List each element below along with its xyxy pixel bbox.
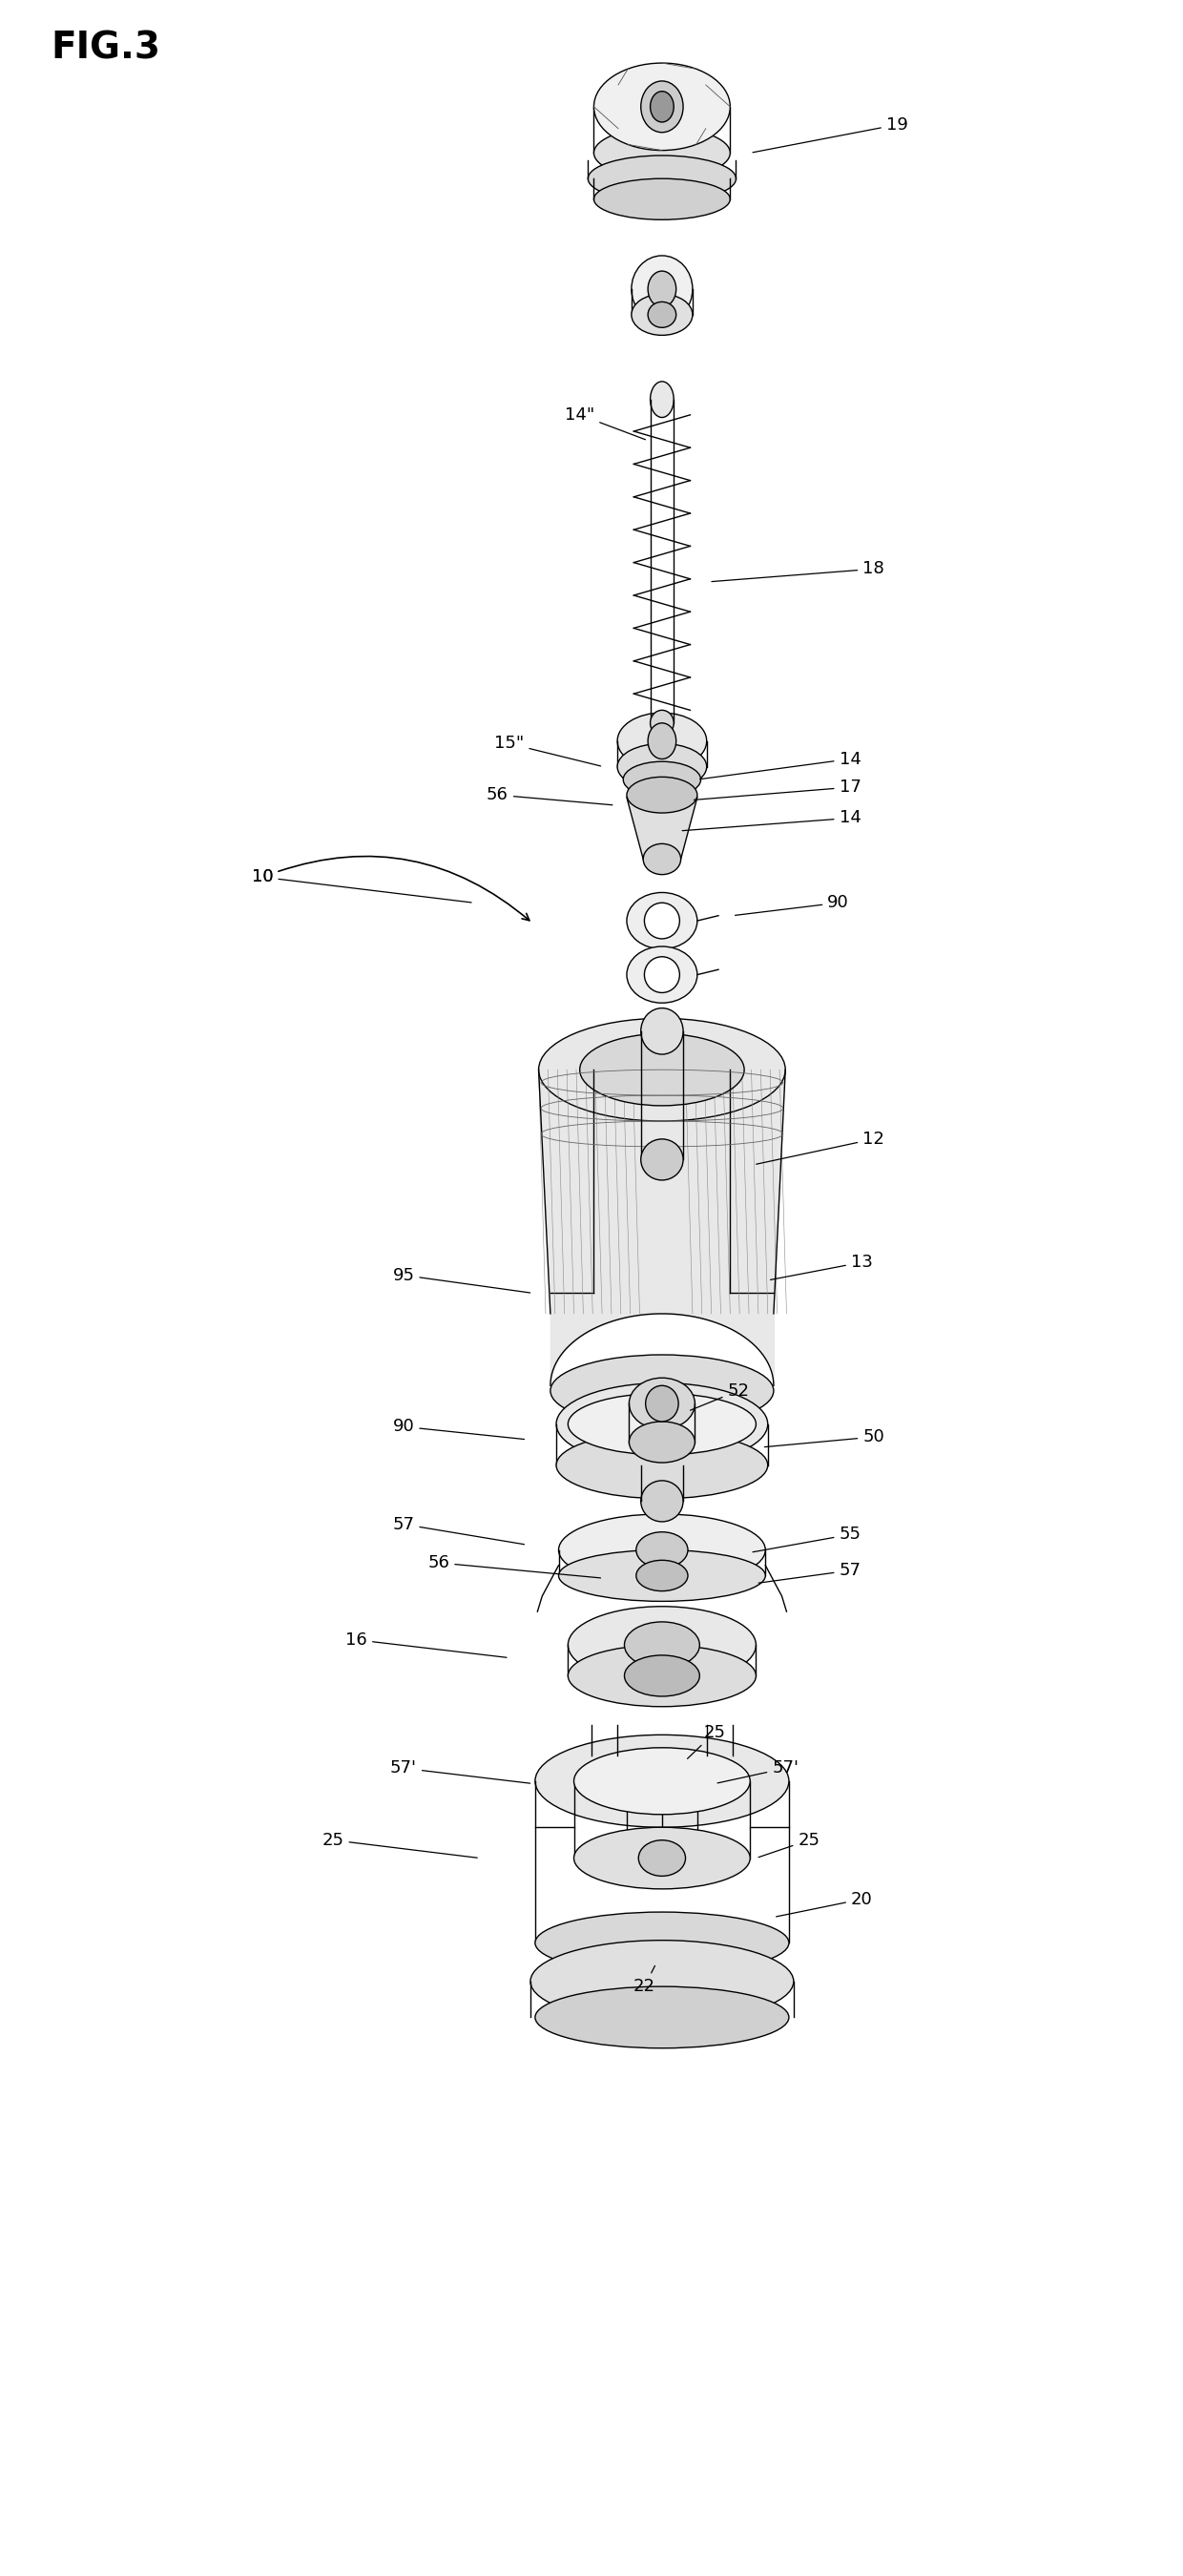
Ellipse shape bbox=[641, 1481, 683, 1522]
Text: 14: 14 bbox=[700, 750, 861, 778]
Ellipse shape bbox=[625, 1623, 699, 1669]
Ellipse shape bbox=[568, 1646, 756, 1705]
Text: 57: 57 bbox=[393, 1515, 524, 1546]
Ellipse shape bbox=[651, 90, 674, 121]
Ellipse shape bbox=[574, 1747, 750, 1814]
Ellipse shape bbox=[636, 1533, 687, 1569]
Text: 22: 22 bbox=[633, 1965, 655, 1994]
Ellipse shape bbox=[538, 1018, 786, 1121]
Ellipse shape bbox=[627, 891, 697, 948]
Ellipse shape bbox=[594, 126, 730, 178]
Text: 10: 10 bbox=[252, 855, 529, 920]
Text: 57': 57' bbox=[717, 1759, 799, 1783]
Ellipse shape bbox=[645, 902, 679, 938]
Ellipse shape bbox=[632, 255, 692, 322]
Ellipse shape bbox=[627, 945, 697, 1002]
Ellipse shape bbox=[580, 1033, 744, 1105]
Ellipse shape bbox=[594, 178, 730, 219]
Text: 95: 95 bbox=[393, 1267, 530, 1293]
Ellipse shape bbox=[639, 1839, 685, 1875]
Text: 12: 12 bbox=[756, 1131, 885, 1164]
Text: 56: 56 bbox=[486, 786, 613, 804]
Ellipse shape bbox=[623, 762, 700, 799]
Ellipse shape bbox=[641, 80, 683, 131]
Text: 57': 57' bbox=[390, 1759, 530, 1783]
Ellipse shape bbox=[648, 724, 677, 760]
Text: 20: 20 bbox=[776, 1891, 873, 1917]
Text: 25: 25 bbox=[758, 1832, 820, 1857]
Text: 90: 90 bbox=[735, 894, 849, 914]
Ellipse shape bbox=[574, 1826, 750, 1888]
Ellipse shape bbox=[556, 1432, 768, 1499]
Ellipse shape bbox=[629, 1378, 694, 1430]
Ellipse shape bbox=[648, 301, 677, 327]
Ellipse shape bbox=[535, 1911, 789, 1973]
Text: 10: 10 bbox=[252, 868, 471, 902]
Text: 19: 19 bbox=[752, 116, 907, 152]
Ellipse shape bbox=[627, 778, 697, 814]
Ellipse shape bbox=[558, 1515, 765, 1587]
Ellipse shape bbox=[535, 1986, 789, 2048]
Text: 14: 14 bbox=[683, 809, 861, 829]
Text: 15": 15" bbox=[494, 734, 601, 765]
Ellipse shape bbox=[632, 294, 692, 335]
Text: 57: 57 bbox=[758, 1561, 861, 1584]
Text: FIG.3: FIG.3 bbox=[51, 31, 161, 67]
Ellipse shape bbox=[629, 1422, 694, 1463]
Ellipse shape bbox=[556, 1383, 768, 1466]
Text: 16: 16 bbox=[345, 1631, 506, 1656]
Text: 18: 18 bbox=[712, 562, 885, 582]
Ellipse shape bbox=[588, 155, 736, 201]
Ellipse shape bbox=[625, 1656, 699, 1698]
Text: 25: 25 bbox=[687, 1723, 726, 1759]
Text: 25: 25 bbox=[322, 1832, 477, 1857]
Ellipse shape bbox=[550, 1355, 774, 1427]
Text: 13: 13 bbox=[770, 1255, 873, 1280]
Ellipse shape bbox=[535, 1734, 789, 1826]
Ellipse shape bbox=[568, 1607, 756, 1685]
Polygon shape bbox=[627, 799, 697, 860]
Ellipse shape bbox=[646, 1386, 679, 1422]
Ellipse shape bbox=[568, 1394, 756, 1455]
Ellipse shape bbox=[618, 714, 706, 770]
Text: 56: 56 bbox=[428, 1553, 601, 1579]
Ellipse shape bbox=[558, 1551, 765, 1602]
Text: 17: 17 bbox=[694, 778, 861, 801]
Text: 14": 14" bbox=[564, 407, 646, 440]
Ellipse shape bbox=[618, 744, 706, 791]
Ellipse shape bbox=[530, 1940, 794, 2022]
Polygon shape bbox=[538, 1069, 786, 1314]
Text: 50: 50 bbox=[764, 1427, 885, 1448]
Ellipse shape bbox=[641, 1139, 683, 1180]
Ellipse shape bbox=[651, 381, 674, 417]
Ellipse shape bbox=[651, 711, 674, 737]
Text: 55: 55 bbox=[752, 1525, 861, 1551]
Ellipse shape bbox=[641, 1007, 683, 1054]
Ellipse shape bbox=[644, 845, 680, 873]
Ellipse shape bbox=[645, 956, 679, 992]
Ellipse shape bbox=[648, 270, 677, 307]
Ellipse shape bbox=[594, 62, 730, 149]
Text: 52: 52 bbox=[691, 1383, 749, 1409]
Text: 90: 90 bbox=[393, 1417, 524, 1440]
Ellipse shape bbox=[636, 1561, 687, 1592]
